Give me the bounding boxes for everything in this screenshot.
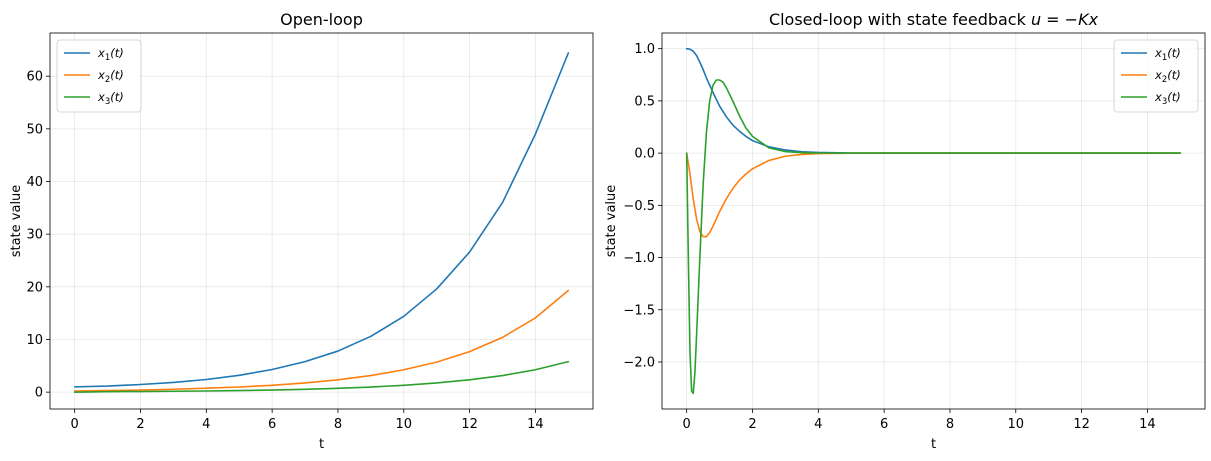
legend-label-x3: x3(t): [1154, 90, 1181, 107]
x-tick-label: 4: [814, 417, 822, 432]
y-tick-label: 1.0: [634, 42, 655, 57]
open-loop-legend: x1(t) x2(t) x3(t): [56, 39, 142, 113]
closed-loop-panel: 0 2 4 6 8 10 12 14 1.0 0.5 0.0 −0.5 −1.0 −1.5 −2.0 Cl…: [604, 10, 1206, 452]
legend-label-x1: x1(t): [97, 46, 124, 63]
x-tick-label: 14: [1139, 417, 1156, 432]
closed-loop-x-ticks: 0 2 4 6 8 10 12 14: [683, 409, 1156, 432]
x-tick-label: 6: [268, 417, 276, 432]
legend-label-x2: x2(t): [97, 68, 124, 85]
x-tick-label: 14: [527, 417, 544, 432]
y-tick-label: 0: [35, 386, 43, 401]
y-tick-label: 60: [26, 70, 43, 85]
closed-loop-y-ticks: 1.0 0.5 0.0 −0.5 −1.0 −1.5 −2.0: [623, 42, 662, 371]
series-line-x3: [685, 79, 1182, 395]
y-tick-label: 20: [26, 280, 43, 295]
y-tick-label: 40: [26, 175, 43, 190]
closed-loop-title-prefix: Closed-loop with state feedback: [769, 10, 1031, 29]
y-tick-label: 50: [26, 122, 43, 137]
open-loop-panel: 0 2 4 6 8 10 12 14 0 10 20 30 40 50 60 Open-loop t st…: [9, 10, 594, 452]
series-line-x1: [73, 52, 570, 388]
series-line-x3: [73, 360, 570, 393]
x-tick-label: 8: [334, 417, 342, 432]
closed-loop-title-math-kx: Kx: [1078, 10, 1098, 29]
legend-frame: [1113, 39, 1199, 113]
open-loop-plot-area: [73, 52, 570, 393]
x-tick-label: 0: [71, 417, 79, 432]
x-tick-label: 2: [136, 417, 144, 432]
x-tick-label: 2: [748, 417, 756, 432]
open-loop-x-ticks: 0 2 4 6 8 10 12 14: [71, 409, 544, 432]
x-tick-label: 10: [1007, 417, 1024, 432]
legend-frame: [56, 39, 142, 113]
series-line-x2: [73, 289, 570, 392]
x-tick-label: 0: [683, 417, 691, 432]
legend-label-x2: x2(t): [1154, 68, 1181, 85]
closed-loop-axes-frame: [661, 32, 1206, 410]
y-tick-label: −2.0: [623, 356, 655, 371]
closed-loop-legend: x1(t) x2(t) x3(t): [1113, 39, 1199, 113]
x-tick-label: 6: [880, 417, 888, 432]
y-tick-label: −1.0: [623, 251, 655, 266]
y-tick-label: 0.5: [634, 94, 655, 109]
closed-loop-title-math-u: u: [1031, 10, 1041, 29]
y-tick-label: 10: [26, 333, 43, 348]
x-tick-label: 4: [202, 417, 210, 432]
open-loop-title: Open-loop: [280, 10, 363, 29]
open-loop-axes-frame: [49, 32, 594, 410]
closed-loop-x-axis-label: t: [931, 437, 936, 452]
x-tick-label: 12: [461, 417, 478, 432]
open-loop-y-ticks: 0 10 20 30 40 50 60: [26, 70, 50, 401]
y-tick-label: 0.0: [634, 147, 655, 162]
x-tick-label: 12: [1073, 417, 1090, 432]
x-tick-label: 8: [946, 417, 954, 432]
closed-loop-grid: [662, 33, 1205, 409]
open-loop-x-axis-label: t: [319, 437, 324, 452]
closed-loop-title: Closed-loop with state feedback u = −Kx: [769, 10, 1099, 29]
legend-label-x3: x3(t): [97, 90, 124, 107]
closed-loop-title-math-eq: = −: [1041, 10, 1078, 29]
legend-label-x1: x1(t): [1154, 46, 1181, 63]
closed-loop-plot-area: [685, 47, 1182, 395]
y-tick-label: 30: [26, 228, 43, 243]
y-tick-label: −1.5: [623, 303, 655, 318]
open-loop-y-axis-label: state value: [9, 185, 24, 258]
y-tick-label: −0.5: [623, 199, 655, 214]
x-tick-label: 10: [395, 417, 412, 432]
closed-loop-y-axis-label: state value: [604, 185, 619, 258]
